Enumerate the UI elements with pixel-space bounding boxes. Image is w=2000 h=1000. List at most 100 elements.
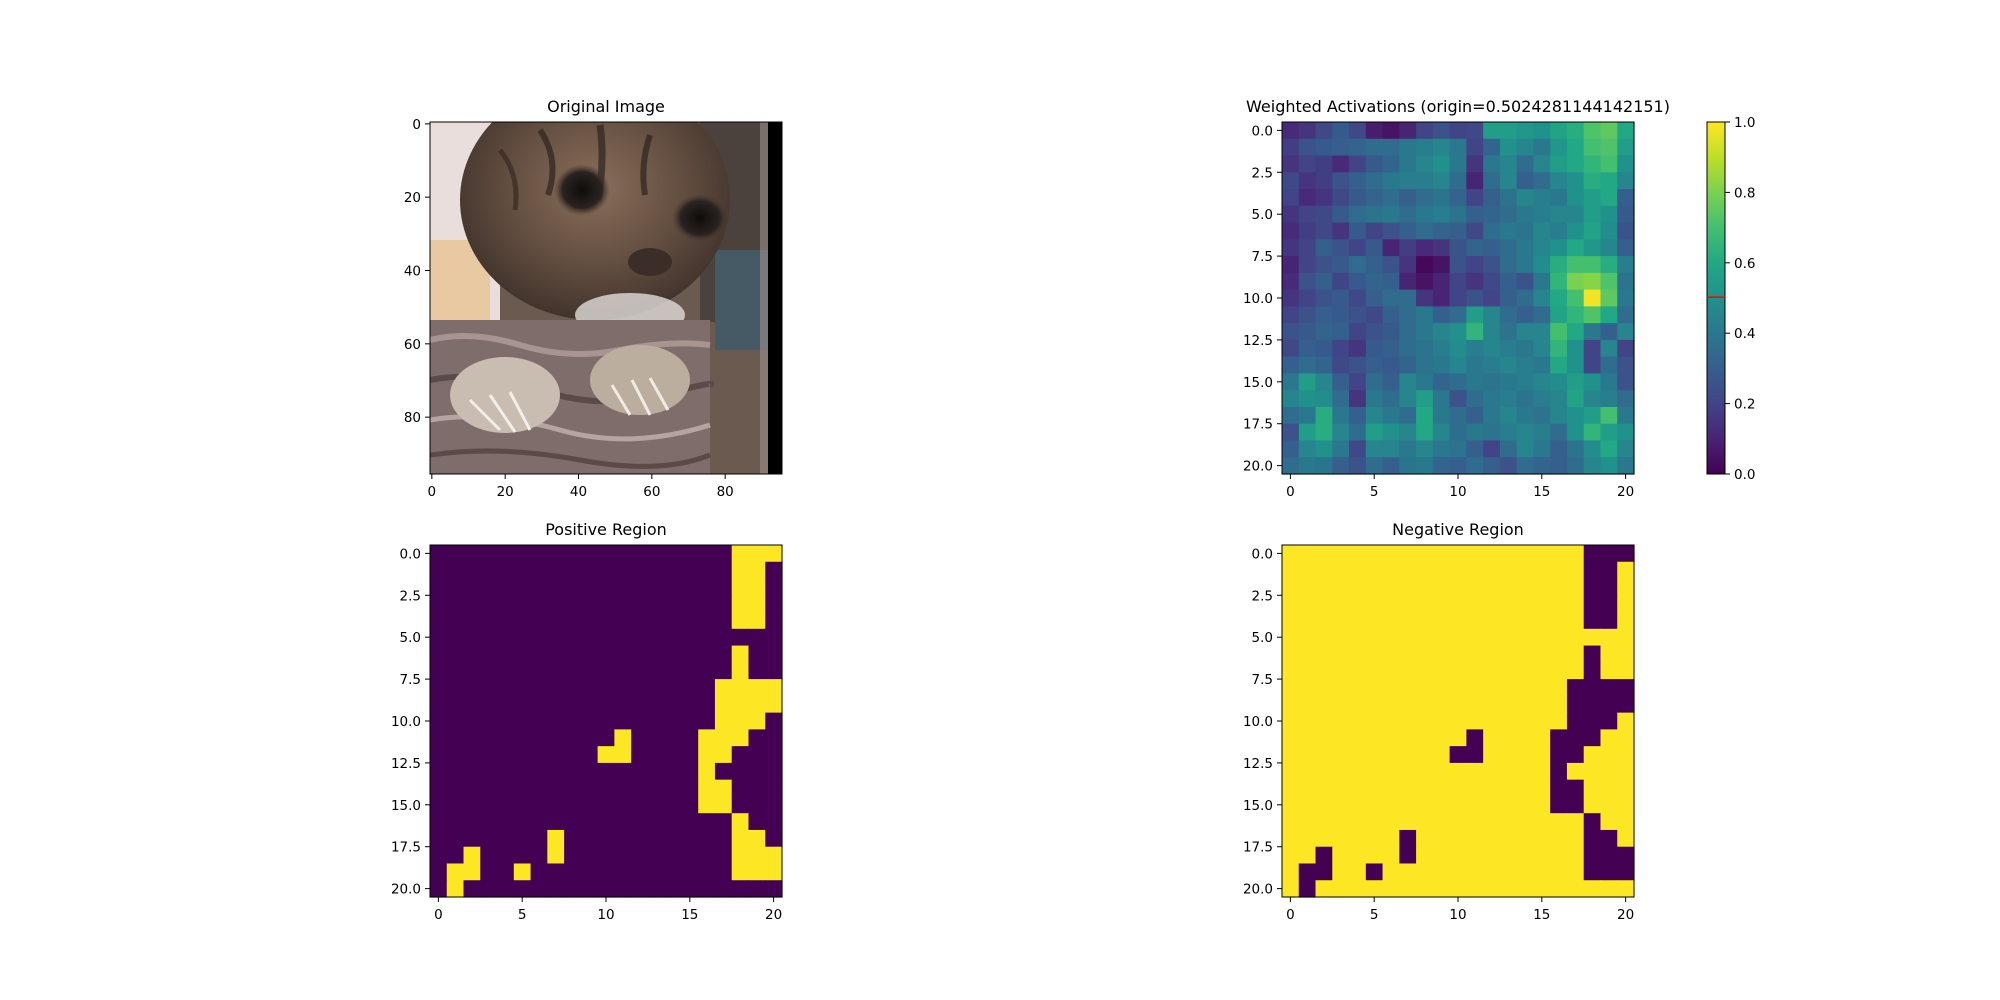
positive-cell-4-3 bbox=[480, 612, 498, 630]
positive-cell-4-11 bbox=[614, 612, 632, 630]
positive-cell-13-6 bbox=[530, 762, 548, 781]
negative-cell-3-0 bbox=[1282, 595, 1300, 613]
positive-cell-14-12 bbox=[631, 779, 649, 798]
negative-cell-19-3 bbox=[1332, 863, 1350, 881]
negative-cell-16-2 bbox=[1315, 813, 1333, 831]
negative-cell-17-12 bbox=[1483, 829, 1501, 848]
negative-cell-0-10 bbox=[1449, 545, 1467, 563]
negative-cell-11-6 bbox=[1382, 729, 1400, 747]
negative-cell-11-20 bbox=[1617, 729, 1635, 747]
negative-cell-10-14 bbox=[1516, 712, 1535, 730]
activations-cell-6-4 bbox=[1349, 222, 1367, 240]
negative-cell-2-14 bbox=[1516, 578, 1535, 596]
activations-cell-17-15 bbox=[1533, 406, 1551, 425]
activations-cell-9-19 bbox=[1600, 272, 1618, 291]
activations-cell-19-2 bbox=[1315, 440, 1333, 458]
negative-cell-8-7 bbox=[1399, 679, 1417, 697]
activations-cell-7-9 bbox=[1432, 239, 1451, 257]
activations-cell-11-9 bbox=[1432, 306, 1451, 324]
activations-cell-7-20 bbox=[1617, 239, 1635, 257]
activations-cell-11-7 bbox=[1399, 306, 1417, 324]
activations-cell-11-11 bbox=[1466, 306, 1484, 324]
positive-cell-14-4 bbox=[497, 779, 515, 798]
activations-cell-9-9 bbox=[1432, 272, 1451, 291]
negative-cell-3-18 bbox=[1583, 595, 1602, 613]
negative-cell-1-7 bbox=[1399, 561, 1417, 580]
negative-cell-16-10 bbox=[1449, 813, 1467, 831]
negative-cell-1-11 bbox=[1466, 561, 1484, 580]
negative-cell-16-14 bbox=[1516, 813, 1535, 831]
positive-cell-18-15 bbox=[681, 846, 699, 865]
activations-cell-2-6 bbox=[1382, 155, 1400, 173]
positive-cell-5-19 bbox=[748, 628, 766, 647]
activations-cell-13-15 bbox=[1533, 339, 1551, 358]
negative-cell-16-9 bbox=[1432, 813, 1451, 831]
positive-cell-4-9 bbox=[580, 612, 599, 630]
activations-xtick-label-4: 20 bbox=[1617, 484, 1634, 500]
activations-ytick-label-8: 20.0 bbox=[1243, 459, 1273, 475]
negative-cell-3-10 bbox=[1449, 595, 1467, 613]
negative-cell-4-18 bbox=[1583, 612, 1602, 630]
positive-cell-4-10 bbox=[597, 612, 615, 630]
activations-cell-19-14 bbox=[1516, 440, 1535, 458]
negative-cell-5-14 bbox=[1516, 628, 1535, 647]
negative-cell-7-14 bbox=[1516, 662, 1535, 680]
activations-cell-13-16 bbox=[1550, 339, 1568, 358]
positive-cell-12-14 bbox=[664, 746, 683, 764]
positive-cell-1-7 bbox=[547, 561, 565, 580]
activations-cell-18-16 bbox=[1550, 423, 1568, 442]
positive-ytick-label-7: 17.5 bbox=[391, 840, 421, 856]
positive-cell-18-3 bbox=[480, 846, 498, 865]
positive-cell-9-19 bbox=[748, 695, 766, 714]
positive-cell-16-17 bbox=[714, 813, 733, 831]
activations-cell-9-17 bbox=[1566, 272, 1585, 291]
negative-cell-3-12 bbox=[1483, 595, 1501, 613]
positive-cell-20-11 bbox=[614, 880, 632, 898]
positive-cell-9-0 bbox=[430, 695, 448, 714]
activations-cell-18-1 bbox=[1298, 423, 1317, 442]
activations-cell-18-17 bbox=[1566, 423, 1585, 442]
activations-cell-13-0 bbox=[1282, 339, 1300, 358]
positive-cell-9-5 bbox=[513, 695, 532, 714]
negative-cell-14-17 bbox=[1566, 779, 1585, 798]
activations-cell-18-12 bbox=[1483, 423, 1501, 442]
activations-cell-11-10 bbox=[1449, 306, 1467, 324]
negative-cell-7-5 bbox=[1365, 662, 1384, 680]
negative-cell-5-17 bbox=[1566, 628, 1585, 647]
negative-cell-4-4 bbox=[1349, 612, 1367, 630]
negative-cell-12-1 bbox=[1298, 746, 1317, 764]
positive-cell-9-3 bbox=[480, 695, 498, 714]
negative-cell-12-13 bbox=[1499, 746, 1518, 764]
activations-cell-1-17 bbox=[1566, 138, 1585, 157]
negative-cell-20-0 bbox=[1282, 880, 1300, 898]
positive-cell-1-10 bbox=[597, 561, 615, 580]
negative-cell-20-19 bbox=[1600, 880, 1618, 898]
negative-cell-2-13 bbox=[1499, 578, 1518, 596]
activations-cell-1-3 bbox=[1332, 138, 1350, 157]
activations-cell-3-7 bbox=[1399, 172, 1417, 190]
negative-cell-17-5 bbox=[1365, 829, 1384, 848]
positive-cell-11-20 bbox=[765, 729, 783, 747]
activations-cell-19-5 bbox=[1365, 440, 1384, 458]
positive-cell-4-8 bbox=[564, 612, 582, 630]
negative-cell-1-12 bbox=[1483, 561, 1501, 580]
positive-cell-10-15 bbox=[681, 712, 699, 730]
activations-cell-18-11 bbox=[1466, 423, 1484, 442]
negative-cell-13-20 bbox=[1617, 762, 1635, 781]
positive-cell-19-16 bbox=[698, 863, 716, 881]
negative-cell-8-3 bbox=[1332, 679, 1350, 697]
negative-cell-5-6 bbox=[1382, 628, 1400, 647]
positive-cell-14-17 bbox=[714, 779, 733, 798]
activations-cell-7-16 bbox=[1550, 239, 1568, 257]
activations-cell-3-12 bbox=[1483, 172, 1501, 190]
activations-cell-20-19 bbox=[1600, 457, 1618, 475]
activations-cell-19-19 bbox=[1600, 440, 1618, 458]
positive-cell-19-8 bbox=[564, 863, 582, 881]
activations-cell-9-13 bbox=[1499, 272, 1518, 291]
positive-cell-17-17 bbox=[714, 829, 733, 848]
activations-cell-4-17 bbox=[1566, 189, 1585, 207]
negative-cell-17-4 bbox=[1349, 829, 1367, 848]
negative-cell-9-0 bbox=[1282, 695, 1300, 714]
positive-cell-7-15 bbox=[681, 662, 699, 680]
activations-cell-15-6 bbox=[1382, 373, 1400, 391]
